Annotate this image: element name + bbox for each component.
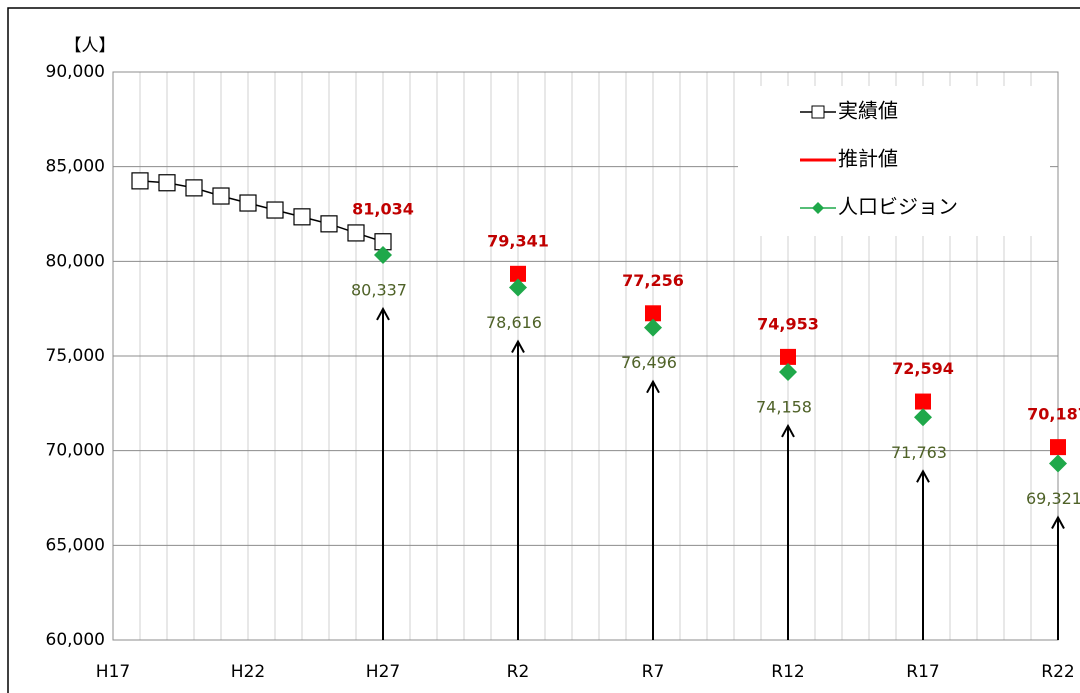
- marker: [212, 187, 230, 205]
- legend-marker: [812, 202, 824, 214]
- legend-label: 推計値: [838, 147, 898, 171]
- marker: [347, 224, 365, 242]
- y-tick-label: 65,000: [46, 535, 105, 555]
- data-label: 81,034: [352, 199, 414, 218]
- marker: [320, 215, 338, 233]
- arrow-head: [511, 339, 525, 354]
- marker: [644, 318, 662, 337]
- marker: [239, 194, 257, 212]
- y-tick-label: 80,000: [46, 251, 105, 271]
- y-tick-label: 90,000: [46, 62, 105, 82]
- data-label: 72,594: [892, 359, 954, 378]
- marker: [266, 201, 284, 219]
- marker: [1050, 439, 1066, 456]
- marker: [779, 362, 797, 381]
- marker: [914, 408, 932, 427]
- plot-border: [112, 71, 1059, 641]
- legend-label: 人口ビジョン: [838, 195, 958, 219]
- data-label: 76,496: [621, 353, 677, 372]
- marker: [915, 393, 931, 410]
- data-label: 71,763: [891, 443, 947, 462]
- arrow-head: [646, 379, 660, 394]
- marker: [131, 172, 149, 190]
- marker: [293, 208, 311, 226]
- marker: [510, 265, 526, 282]
- marker: [158, 174, 176, 192]
- y-tick-label: 75,000: [46, 346, 105, 366]
- marker: [374, 245, 392, 264]
- marker: [1049, 454, 1067, 473]
- data-label: 74,953: [757, 314, 819, 333]
- data-label: 77,256: [622, 271, 684, 290]
- legend-box: [738, 86, 1050, 236]
- x-tick-label: R2: [507, 662, 530, 682]
- x-tick-label: H22: [231, 662, 265, 682]
- arrow-head: [781, 423, 795, 438]
- arrow-head: [1051, 515, 1065, 530]
- x-tick-label: R17: [906, 662, 939, 682]
- arrow-head: [376, 306, 390, 321]
- data-label: 74,158: [756, 397, 812, 416]
- arrow-head: [916, 469, 930, 483]
- x-tick-label: H27: [366, 662, 400, 682]
- legend-label: 実績値: [838, 99, 898, 123]
- data-label: 69,321: [1026, 489, 1080, 508]
- data-label: 80,337: [351, 280, 407, 299]
- data-label: 70,187: [1027, 405, 1080, 424]
- x-tick-label: R7: [642, 662, 665, 682]
- marker: [185, 179, 203, 197]
- x-tick-label: R12: [771, 662, 804, 682]
- marker: [509, 278, 527, 297]
- x-tick-label: R22: [1041, 662, 1074, 682]
- series-line: [139, 180, 384, 243]
- data-label: 78,616: [486, 313, 542, 332]
- y-axis-label: 【人】: [65, 36, 116, 56]
- y-tick-label: 60,000: [46, 630, 105, 650]
- data-label: 79,341: [487, 231, 549, 250]
- y-tick-label: 70,000: [46, 441, 105, 461]
- marker: [645, 305, 661, 322]
- legend-symbol: [812, 202, 824, 214]
- y-tick-label: 85,000: [46, 157, 105, 177]
- legend-marker: [811, 105, 825, 119]
- frame: [7, 7, 1080, 693]
- legend-symbol: [811, 105, 825, 119]
- x-tick-label: H17: [96, 662, 130, 682]
- marker: [780, 348, 796, 365]
